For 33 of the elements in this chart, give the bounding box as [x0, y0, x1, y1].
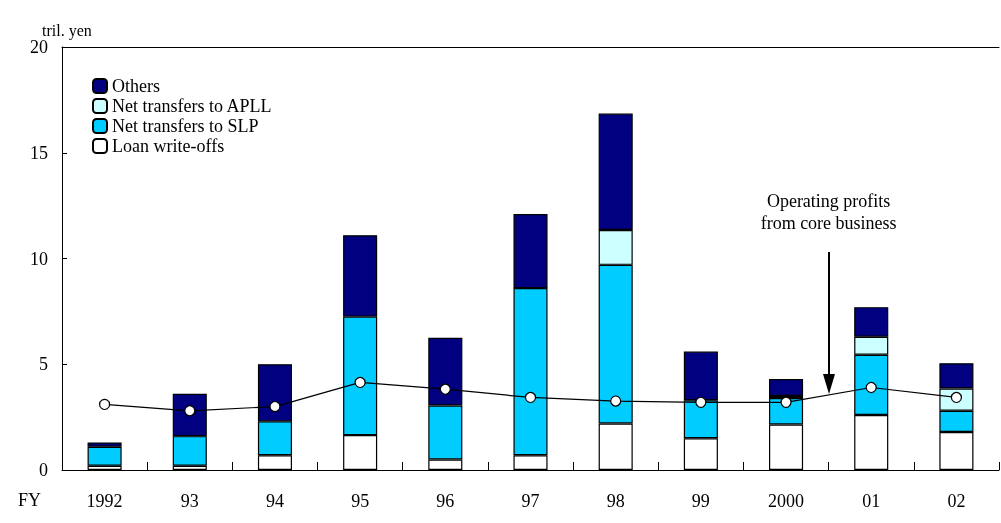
point [99, 398, 111, 411]
legend-label: Loan write-offs [112, 136, 225, 156]
x-tick-label: 1992 [86, 491, 123, 511]
y-tick-label: 0 [39, 460, 48, 480]
x-tick-label: 95 [351, 491, 370, 511]
x-axis-title: FY [18, 490, 42, 510]
point [524, 391, 537, 404]
x-tick-label: 02 [947, 491, 966, 511]
x-tick-label: 01 [862, 491, 881, 511]
x-tick-label: 98 [606, 491, 625, 511]
x-tick-label: 94 [265, 491, 284, 511]
legend-label: Net transfers to SLP [112, 116, 259, 136]
bar [87, 446, 122, 466]
x-tick-label: 2000 [768, 491, 805, 511]
legend-label: Net transfers to APLL [112, 96, 272, 116]
point [354, 376, 366, 389]
x-tick-label: 96 [436, 491, 455, 511]
point [695, 396, 707, 408]
y-tick-label: 10 [30, 248, 48, 269]
y-axis-title: tril. yen [42, 21, 92, 40]
y-tick-label: 15 [30, 142, 48, 163]
x-tick-label: 97 [521, 491, 540, 511]
x-tick-label: 99 [691, 491, 710, 511]
point [269, 400, 281, 413]
legend-label: Others [112, 76, 160, 96]
point [439, 383, 451, 395]
point [610, 395, 622, 407]
annotation: Operating profits from core business [759, 190, 898, 234]
y-tick-label: 20 [30, 37, 48, 57]
point [865, 381, 877, 394]
x-tick-label: 93 [180, 491, 199, 511]
point [780, 396, 792, 408]
y-tick-label: 5 [39, 354, 48, 375]
